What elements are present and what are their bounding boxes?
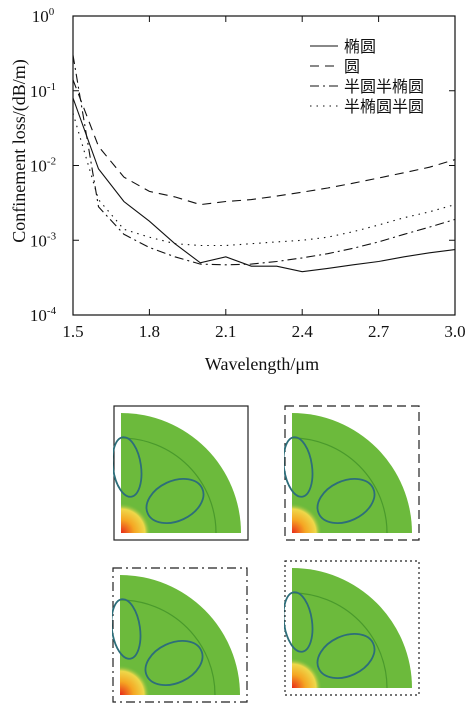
series-line-dashdot (72, 55, 456, 266)
x-tick-label: 2.4 (292, 322, 314, 341)
y-tick-label: 100 (32, 6, 55, 26)
mode-field-panel-half-ellipse-half-circle (284, 560, 420, 696)
cladding-ring (291, 592, 388, 689)
mode-field-panel-half-circle-half-ellipse (112, 567, 248, 703)
y-tick-label: 10-3 (30, 230, 57, 250)
mode-field-panel-circle (284, 405, 420, 541)
fundamental-mode-field (292, 658, 322, 688)
legend-label: 半椭圆半圆 (344, 97, 424, 116)
series-line-dashed (72, 79, 456, 206)
x-tick-label: 3.0 (444, 322, 465, 341)
fundamental-mode-field (121, 503, 151, 533)
x-tick-label: 2.1 (215, 322, 236, 341)
mode-field-panel-ellipse (113, 405, 249, 541)
cladding-tube-top (112, 598, 142, 660)
cladding-ring (119, 599, 216, 696)
cladding-ring (291, 437, 388, 534)
y-axis-title: Confinement loss/(dB/m) (9, 59, 30, 243)
y-tick-label: 10-2 (30, 156, 56, 176)
cladding-tube-top (284, 591, 314, 653)
x-tick-label: 2.7 (368, 322, 390, 341)
plot-area: 1.5 1.8 2.1 2.4 2.7 3.0 100 10-1 10-2 10-3 10-4 椭圆圆… (30, 6, 466, 341)
fundamental-mode-field (292, 503, 322, 533)
x-tick-label: 1.8 (139, 322, 160, 341)
series-line-dotted (72, 113, 456, 247)
legend-label: 圆 (344, 57, 360, 76)
confinement-loss-chart: 1.5 1.8 2.1 2.4 2.7 3.0 100 10-1 10-2 10-3 10-4 椭圆圆… (9, 6, 466, 374)
cladding-tube-top (113, 436, 143, 498)
y-tick-label: 10-1 (30, 81, 56, 101)
series-line-solid (72, 97, 456, 273)
y-tick-label: 10-4 (30, 305, 57, 325)
x-tick-label: 1.5 (62, 322, 83, 341)
legend-label: 椭圆 (344, 37, 376, 56)
cladding-tube-top (284, 436, 314, 498)
plot-frame (72, 15, 456, 316)
fundamental-mode-field (120, 665, 150, 695)
x-axis-title: Wavelength/μm (205, 354, 319, 374)
legend-label: 半圆半椭圆 (344, 77, 424, 96)
cladding-ring (120, 437, 217, 534)
